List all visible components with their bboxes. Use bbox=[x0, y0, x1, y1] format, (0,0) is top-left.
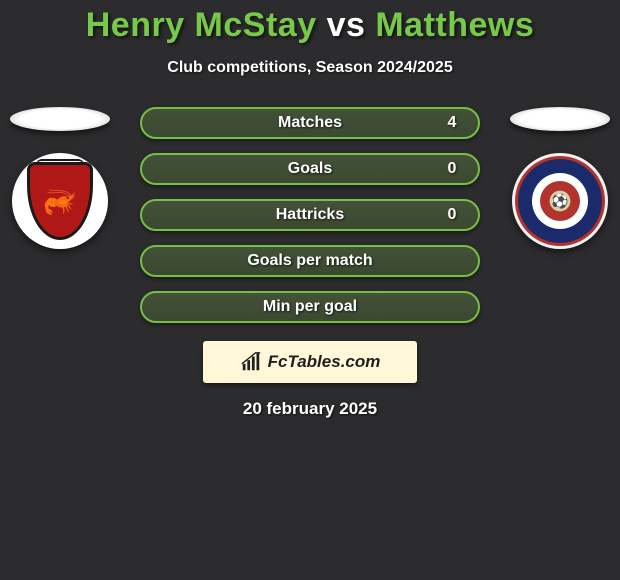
stat-row-goals-per-match: Goals per match bbox=[140, 245, 480, 277]
stat-right-value: 0 bbox=[426, 160, 478, 178]
player1-avatar-placeholder bbox=[10, 107, 110, 131]
stat-label: Min per goal bbox=[194, 298, 426, 316]
subtitle: Club competitions, Season 2024/2025 bbox=[0, 59, 620, 77]
stat-row-goals: Goals 0 bbox=[140, 153, 480, 185]
stat-right-value: 4 bbox=[426, 114, 478, 132]
stat-label: Hattricks bbox=[194, 206, 426, 224]
shrimp-icon: 🦐 bbox=[43, 185, 78, 218]
roundel-icon: ⚽ bbox=[515, 156, 605, 246]
comparison-title: Henry McStay vs Matthews bbox=[0, 0, 620, 45]
accrington-stanley-crest: ⚽ bbox=[512, 153, 608, 249]
left-player-column: 🦐 bbox=[0, 107, 120, 249]
stat-right-value: 0 bbox=[426, 206, 478, 224]
vs-separator: vs bbox=[327, 6, 366, 44]
stat-row-min-per-goal: Min per goal bbox=[140, 291, 480, 323]
date: 20 february 2025 bbox=[0, 399, 620, 419]
stat-label: Goals bbox=[194, 160, 426, 178]
stats-list: Matches 4 Goals 0 Hattricks 0 Goals per … bbox=[140, 107, 480, 323]
morecambe-crest: 🦐 bbox=[12, 153, 108, 249]
brand-text: FcTables.com bbox=[268, 352, 381, 372]
player2-avatar-placeholder bbox=[510, 107, 610, 131]
brand-badge: FcTables.com bbox=[203, 341, 417, 383]
comparison-body: 🦐 ⚽ Matches 4 Goals 0 Hattricks 0 bbox=[0, 107, 620, 419]
roundel-inner-icon: ⚽ bbox=[548, 189, 572, 213]
stat-label: Matches bbox=[194, 114, 426, 132]
stat-row-matches: Matches 4 bbox=[140, 107, 480, 139]
shield-icon: 🦐 bbox=[27, 162, 93, 240]
player2-name: Matthews bbox=[375, 6, 534, 44]
player1-name: Henry McStay bbox=[86, 6, 317, 44]
bar-chart-icon bbox=[240, 351, 262, 373]
stat-label: Goals per match bbox=[194, 252, 426, 270]
right-player-column: ⚽ bbox=[500, 107, 620, 249]
stat-row-hattricks: Hattricks 0 bbox=[140, 199, 480, 231]
